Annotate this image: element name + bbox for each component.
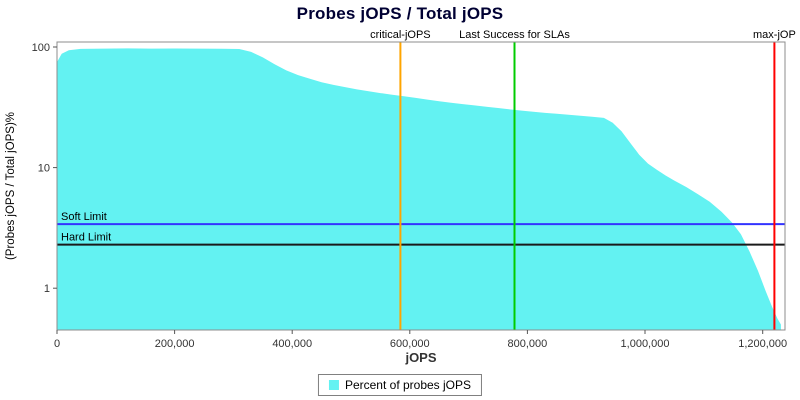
x-axis-label: jOPS — [404, 350, 436, 365]
hline-label-1: Hard Limit — [61, 232, 111, 244]
x-tick-label-1: 200,000 — [155, 338, 195, 350]
y-tick-label-1: 10 — [38, 163, 50, 175]
y-axis-label: (Probes jOPS / Total jOPS)% — [5, 112, 17, 260]
x-tick-label-2: 400,000 — [272, 338, 312, 350]
vline-label-1: Last Success for SLAs — [459, 29, 570, 41]
area-series-0 — [57, 48, 781, 331]
legend-swatch-icon — [328, 380, 339, 390]
y-tick-label-0: 1 — [44, 283, 50, 295]
x-tick-label-4: 800,000 — [508, 338, 548, 350]
x-tick-label-3: 600,000 — [390, 338, 430, 350]
legend: Percent of probes jOPS — [317, 374, 483, 396]
plot-border — [56, 41, 786, 331]
y-tick-label-2: 100 — [32, 42, 50, 54]
chart-title: Probes jOPS / Total jOPS — [296, 4, 504, 23]
vline-label-2: max-jOP — [753, 29, 796, 41]
vline-label-0: critical-jOPS — [370, 29, 431, 41]
x-tick-label-0: 0 — [54, 338, 60, 350]
legend-label: Percent of probes jOPS — [344, 378, 472, 392]
x-tick-label-6: 1,200,000 — [738, 338, 787, 350]
x-tick-label-5: 1,000,000 — [621, 338, 670, 350]
hline-label-0: Soft Limit — [61, 211, 107, 223]
probes-jops-area-chart: Soft Limit Hard Limit critical-jOPS Last Su… — [5, 29, 796, 365]
